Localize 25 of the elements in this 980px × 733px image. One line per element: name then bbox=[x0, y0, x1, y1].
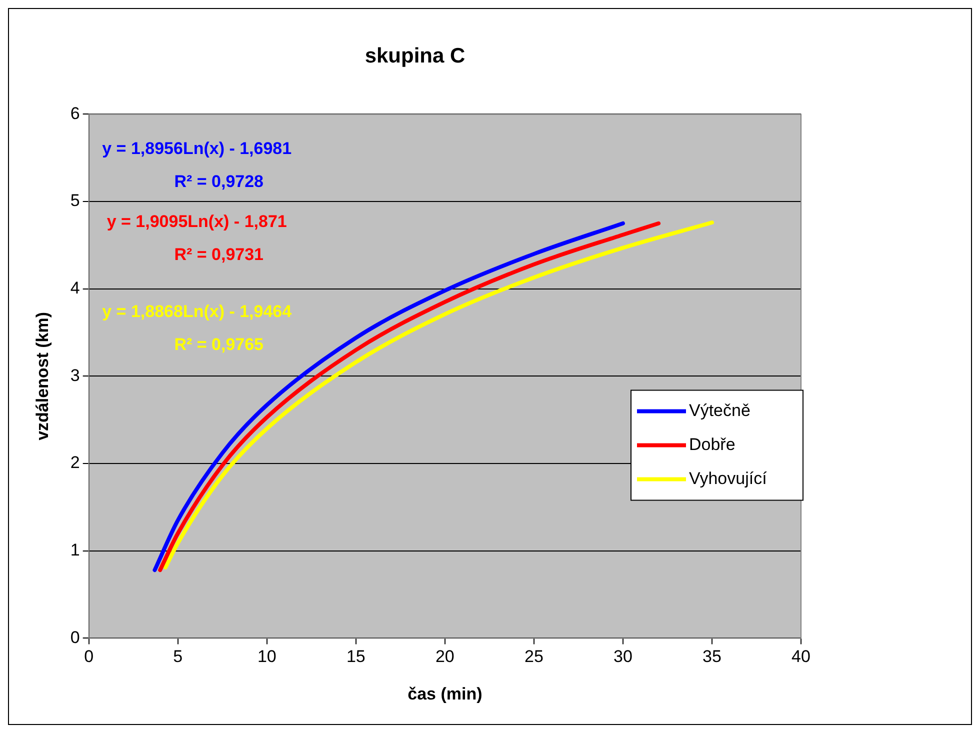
annotation: y = 1,8868Ln(x) - 1,9464 R² = 0,9765 bbox=[102, 302, 292, 354]
annotation: y = 1,8956Ln(x) - 1,6981 R² = 0,9728 bbox=[102, 138, 292, 191]
x-tick-label: 30 bbox=[614, 647, 632, 666]
y-tick-label: 2 bbox=[70, 453, 80, 472]
x-tick-label: 25 bbox=[524, 647, 544, 666]
legend-label: Vyhovující bbox=[689, 468, 768, 488]
x-tick-label: 40 bbox=[792, 647, 810, 666]
y-tick-label: 0 bbox=[70, 628, 80, 647]
y-tick-label: 4 bbox=[70, 278, 80, 298]
y-axis-title: vzdálenost (km) bbox=[32, 312, 52, 440]
x-tick-label: 10 bbox=[257, 647, 276, 666]
chart-title: skupina C bbox=[364, 44, 466, 68]
x-tick-label: 20 bbox=[435, 647, 454, 666]
y-tick-label: 6 bbox=[70, 104, 80, 123]
legend-label: Výtečně bbox=[689, 400, 750, 420]
y-tick-label: 5 bbox=[70, 191, 80, 210]
x-tick-label: 5 bbox=[173, 647, 183, 666]
annotation: y = 1,9095Ln(x) - 1,871 R² = 0,9731 bbox=[106, 212, 287, 264]
legend-label: Dobře bbox=[689, 434, 736, 454]
x-axis-title: čas (min) bbox=[408, 684, 482, 704]
x-tick-label: 15 bbox=[346, 647, 366, 666]
y-tick-label: 3 bbox=[70, 366, 80, 385]
x-tick-label: 35 bbox=[702, 647, 722, 666]
y-tick-label: 1 bbox=[70, 540, 80, 560]
x-tick-label: 0 bbox=[84, 647, 94, 666]
